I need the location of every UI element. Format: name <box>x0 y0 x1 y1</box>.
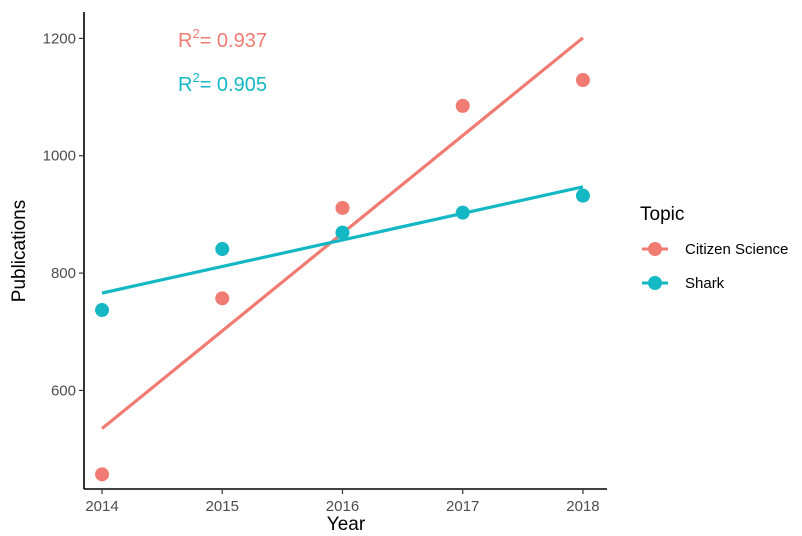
legend-label: Shark <box>685 275 725 292</box>
data-point-shark <box>575 188 590 203</box>
legend-key-point <box>648 276 662 290</box>
y-axis-title: Publications <box>9 200 30 302</box>
fit-line-shark <box>101 185 584 295</box>
y-tick-label: 1000 <box>43 148 76 165</box>
x-axis-title: Year <box>327 514 366 535</box>
y-tick-label: 1200 <box>43 30 76 47</box>
data-points <box>95 73 590 482</box>
ticks: 2014 2015 2016 2017 2018 600 800 1000 1200 <box>43 30 600 515</box>
r2-value: = 0.937 <box>200 30 267 52</box>
data-point-citizen-science <box>95 467 110 482</box>
r2-label-shark: R2= 0.905 <box>178 70 267 96</box>
r2-value: = 0.905 <box>200 74 267 96</box>
legend: Topic Citizen Science Shark <box>640 204 788 292</box>
data-point-citizen-science <box>575 73 590 88</box>
data-point-citizen-science <box>335 200 350 215</box>
legend-item-citizen-science: Citizen Science <box>642 241 788 258</box>
axes <box>83 12 607 490</box>
r2-r: R <box>178 74 192 96</box>
r2-annotations: R2= 0.937 R2= 0.905 <box>178 26 267 96</box>
y-tick-label: 800 <box>51 265 76 282</box>
legend-item-shark: Shark <box>642 275 725 292</box>
x-tick-label: 2017 <box>446 498 479 515</box>
r2-r: R <box>178 30 192 52</box>
x-tick-label: 2018 <box>566 498 599 515</box>
data-point-shark <box>455 205 470 220</box>
r2-sup: 2 <box>192 26 199 41</box>
data-point-shark <box>215 242 230 257</box>
r2-label-citizen-science: R2= 0.937 <box>178 26 267 52</box>
data-point-citizen-science <box>215 291 230 306</box>
x-tick-label: 2016 <box>326 498 359 515</box>
r2-sup: 2 <box>192 70 199 85</box>
data-point-shark <box>335 225 350 240</box>
legend-label: Citizen Science <box>685 241 788 258</box>
data-point-shark <box>95 303 110 318</box>
data-point-citizen-science <box>455 98 470 113</box>
legend-key-point <box>648 242 662 256</box>
x-tick-label: 2015 <box>206 498 239 515</box>
x-tick-label: 2014 <box>85 498 118 515</box>
y-tick-label: 600 <box>51 382 76 399</box>
legend-title: Topic <box>640 204 684 225</box>
